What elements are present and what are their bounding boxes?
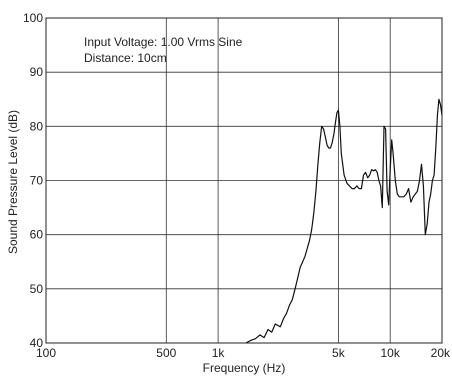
y-tick-labels: 40 50 60 70 80 90 100: [23, 11, 43, 350]
series-group: [245, 98, 443, 344]
x-tick-label: 1k: [212, 346, 226, 360]
annotation-input-voltage: Input Voltage: 1.00 Vrms Sine: [84, 35, 243, 49]
y-tick-label: 50: [30, 282, 44, 296]
y-axis-label: Sound Pressure Level (dB): [6, 110, 20, 254]
x-axis-label: Frequency (Hz): [203, 361, 286, 375]
y-tick-label: 80: [30, 119, 44, 133]
x-tick-label: 20k: [431, 346, 451, 360]
y-tick-label: 100: [23, 11, 43, 25]
y-tick-label: 60: [30, 228, 44, 242]
y-tick-label: 90: [30, 65, 44, 79]
x-tick-label: 5k: [332, 346, 346, 360]
x-tick-label: 500: [156, 346, 176, 360]
plot-frame: [45, 17, 443, 344]
x-tick-label: 100: [36, 346, 56, 360]
y-tick-label: 70: [30, 174, 44, 188]
y-tick-label: 40: [30, 336, 44, 350]
x-tick-label: 10k: [381, 346, 401, 360]
response-curve: [245, 98, 443, 344]
annotation-distance: Distance: 10cm: [84, 51, 167, 65]
x-tick-labels: 100 500 1k 5k 10k 20k: [36, 346, 451, 360]
